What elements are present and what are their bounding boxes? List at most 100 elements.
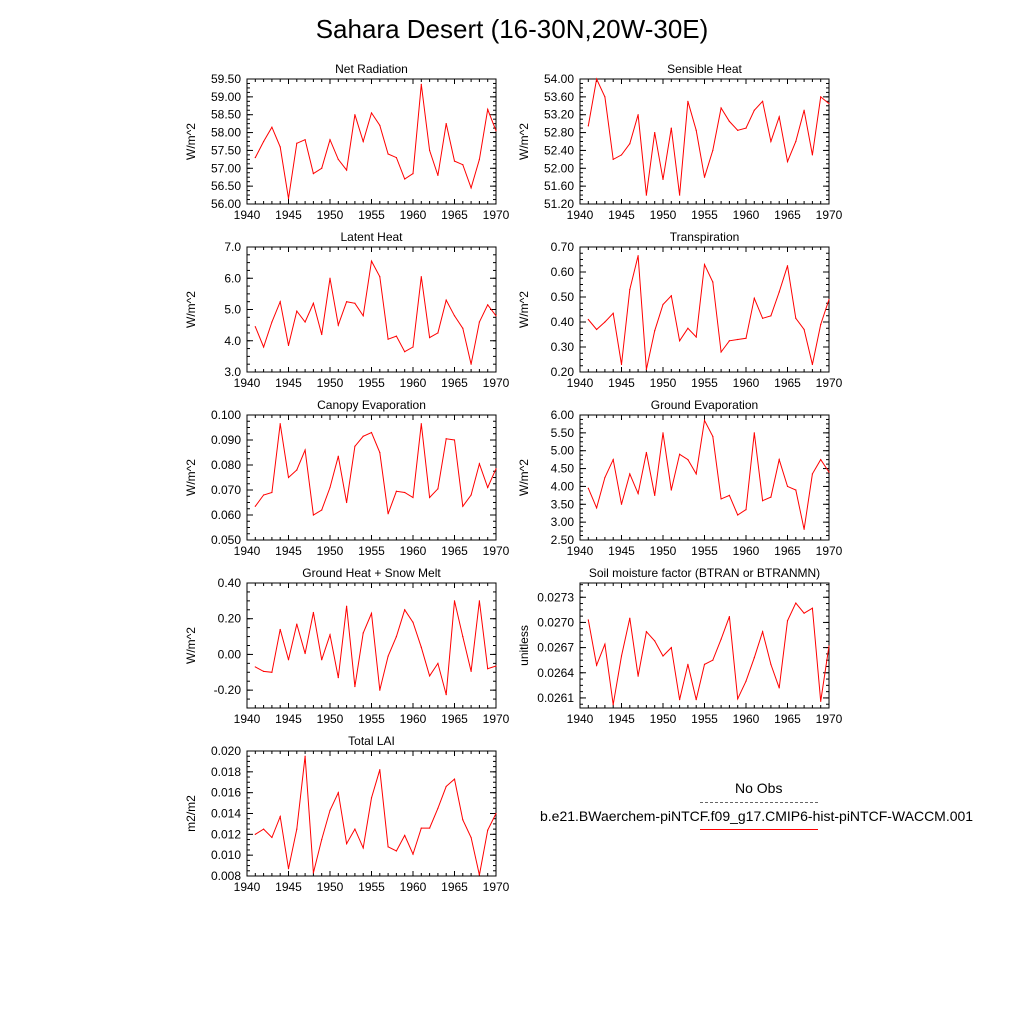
y-tick-label: 3.00 (551, 515, 575, 529)
data-point (412, 853, 414, 855)
panel-title: Sensible Heat (667, 62, 742, 76)
data-point (271, 491, 273, 494)
data-point (420, 827, 422, 829)
y-axis-label: unitless (517, 625, 531, 666)
x-tick-label: 1960 (733, 376, 760, 390)
data-point (770, 140, 772, 143)
data-point (770, 496, 772, 498)
x-tick-label: 1955 (358, 544, 385, 558)
data-point (379, 689, 381, 691)
data-point (811, 473, 814, 475)
data-point (587, 619, 589, 621)
x-tick-label: 1965 (774, 544, 801, 558)
x-tick-label: 1950 (317, 712, 344, 726)
data-point (420, 276, 422, 278)
y-tick-label: 0.0264 (537, 666, 574, 680)
data-point (596, 664, 598, 666)
data-point (445, 123, 447, 125)
data-point (395, 635, 397, 638)
y-tick-label: 4.0 (224, 334, 241, 348)
x-tick-label: 1960 (400, 544, 427, 558)
data-point (354, 685, 356, 688)
data-point (620, 655, 623, 657)
data-point (695, 699, 697, 701)
y-tick-label: 0.018 (211, 765, 241, 779)
x-tick-label: 1970 (816, 208, 843, 222)
data-point (495, 315, 497, 317)
data-point (596, 507, 598, 509)
y-tick-label: 0.60 (551, 265, 575, 279)
data-point (287, 344, 290, 347)
data-point (828, 298, 830, 301)
data-point (354, 114, 356, 116)
x-tick-label: 1940 (234, 880, 261, 894)
data-point (679, 194, 681, 196)
data-point (795, 489, 797, 491)
panel-title: Latent Heat (340, 230, 403, 244)
data-point (737, 698, 739, 700)
data-point (296, 469, 298, 471)
y-tick-label: 0.080 (211, 458, 241, 472)
y-tick-label: 56.00 (211, 197, 241, 211)
x-tick-label: 1940 (567, 376, 594, 390)
x-tick-label: 1955 (358, 712, 385, 726)
data-point (462, 635, 464, 638)
y-tick-label: 59.50 (211, 72, 241, 86)
data-point (637, 675, 639, 677)
data-point (654, 494, 656, 496)
data-point (304, 449, 306, 451)
data-point (703, 176, 706, 178)
y-tick-label: 6.0 (224, 271, 241, 285)
data-point (296, 142, 298, 144)
data-point (312, 514, 314, 516)
data-point (478, 321, 480, 323)
data-point (296, 310, 298, 312)
x-tick-label: 1965 (441, 712, 468, 726)
series-line (587, 418, 830, 530)
x-tick-label: 1970 (483, 712, 510, 726)
data-point (287, 476, 290, 479)
y-tick-label: 52.80 (544, 126, 574, 140)
data-point (811, 154, 814, 156)
data-point (453, 439, 456, 441)
data-point (695, 473, 697, 475)
data-point (279, 423, 281, 425)
data-point (445, 438, 447, 440)
x-tick-label: 1965 (441, 376, 468, 390)
data-point (786, 265, 789, 267)
data-point (271, 836, 273, 839)
data-point (420, 646, 422, 648)
data-point (412, 621, 414, 623)
y-tick-label: 0.0270 (537, 615, 574, 629)
data-point (745, 680, 747, 682)
data-point (437, 332, 439, 334)
data-point (478, 158, 480, 160)
data-point (263, 670, 265, 672)
y-tick-label: 6.00 (551, 408, 575, 422)
data-point (296, 623, 298, 625)
data-point (495, 812, 497, 815)
data-point (462, 819, 464, 821)
series-line (254, 259, 497, 365)
x-tick-label: 1955 (691, 712, 718, 726)
y-tick-label: 7.0 (224, 240, 241, 254)
data-point (770, 315, 772, 317)
data-point (337, 158, 339, 160)
data-point (720, 498, 722, 500)
data-point (587, 487, 589, 489)
plot-frame (579, 414, 830, 541)
y-tick-label: 53.20 (544, 108, 574, 122)
data-point (712, 149, 714, 152)
data-point (803, 612, 805, 614)
y-axis-label: W/m^2 (517, 459, 531, 496)
data-point (296, 828, 298, 830)
x-tick-label: 1970 (483, 208, 510, 222)
data-point (370, 260, 373, 262)
x-tick-label: 1955 (358, 376, 385, 390)
y-axis-label: W/m^2 (517, 291, 531, 328)
panel-3: Transpiration W/m^2 1940 1945 1950 1955 1960 19… (517, 230, 843, 390)
data-point (379, 451, 381, 454)
data-point (670, 646, 672, 649)
data-point (604, 321, 606, 323)
data-point (811, 607, 814, 609)
